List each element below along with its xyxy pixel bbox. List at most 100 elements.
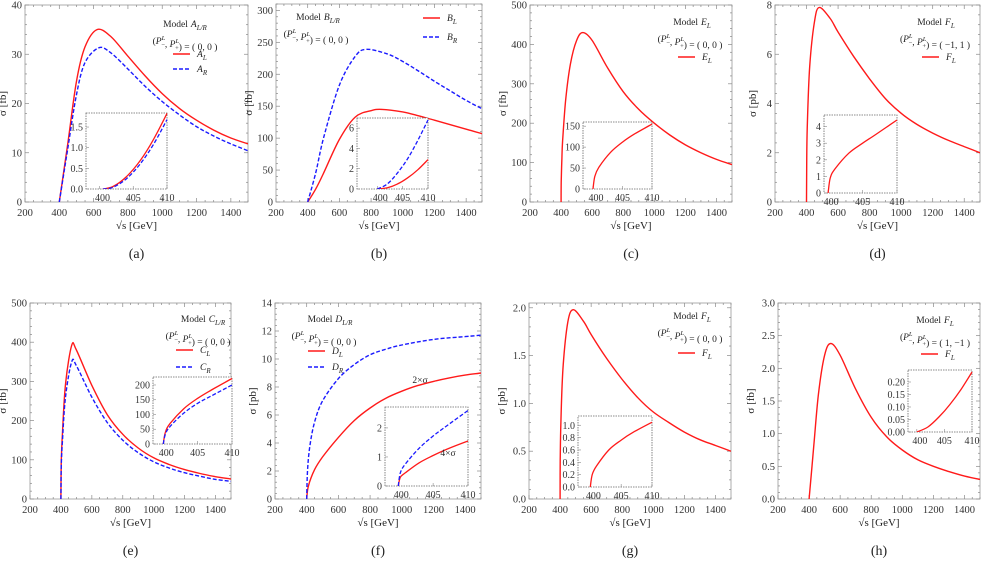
y-tick-label: 1.0 [513,399,526,410]
inset-y-tick-label: 0.5 [71,164,84,175]
math-subscript: L [706,316,711,324]
x-tick-label: 1200 [174,505,195,516]
y-tick-label: 300 [257,6,273,17]
polarization-part: , [296,33,301,43]
inset-series-group [102,113,168,189]
inset-series-group [377,119,429,189]
inset-y-tick-label: 1.0 [71,143,84,154]
x-tick-label: 400 [553,208,569,219]
math-symbol: A [196,65,203,75]
x-tick-label: 800 [120,208,136,219]
legend-entry-label: BL [447,14,457,26]
x-tick-label: 1400 [455,505,476,516]
y-tick-label: 250 [257,38,273,49]
inset-x-tick-label: 410 [965,436,980,447]
y-tick-label: 10 [12,148,23,159]
legend: Model FL(PL −, PL +) = ( 0, 0 )FL [658,312,723,361]
legend-title: Model [163,20,188,30]
y-tick-label: 8 [767,1,772,12]
polarization-part: , [178,335,183,345]
y-tick-label: 0.0 [513,495,526,506]
polarization-part: P [674,38,681,48]
inset-y-tick-label: 0.8 [563,433,576,444]
y-tick-label: 40 [12,1,23,12]
legend-title: Model [673,312,698,322]
polarization-part: − [909,40,913,47]
math-symbol: D [331,347,339,357]
series-group [60,341,231,499]
inset-y-tick-label: 0 [349,185,354,196]
series-line-C-R [60,358,231,499]
legend-polarization: (PL −, PL +) = ( 0, 0 ) [292,330,357,348]
inset-y-tick-label: 3 [816,139,821,150]
inset-y-tick-label: 100 [565,143,580,154]
math-symbol: C [200,363,207,373]
x-tick-label: 1000 [891,208,912,219]
inset-series-line-F-L [589,421,653,487]
inset-y-tick-label: 0 [377,482,382,493]
inset-x-tick-label: 405 [426,490,441,501]
inset-x-tick-label: 410 [421,193,436,204]
polarization-part: ) = ( 0, 0 ) [318,337,357,348]
x-tick-label: 1200 [922,208,943,219]
inset-x-tick-label: 410 [890,197,905,208]
x-axis-label: √s [GeV] [857,220,898,232]
math-symbol: F [700,312,707,322]
math-symbol: A [190,20,197,30]
inset-y-tick-label: 4 [816,122,821,133]
y-axis-label: σ [fb] [745,388,757,413]
polarization-part: L [305,31,310,38]
inset-x-tick-label: 400 [824,197,839,208]
math-subscript: L [338,351,343,359]
y-tick-label: 0.0 [762,495,775,506]
inset-frame [356,117,429,190]
x-tick-label: 600 [86,208,102,219]
x-tick-label: 400 [552,505,568,516]
polarization-part: ( [658,328,661,339]
polarization-part: ) = ( 0, 0 ) [684,40,723,51]
x-tick-label: 200 [268,208,284,219]
x-tick-label: 1200 [424,208,445,219]
y-tick-label: 12 [262,327,273,338]
polarization-part: , [912,38,917,48]
inset-y-tick-label: 0.00 [888,428,906,439]
inset-y-tick-label: 6 [349,124,354,135]
x-tick-label: 400 [300,208,316,219]
legend: Model FL(PL −, PL +) = ( 1, −1 )FL [900,316,970,362]
x-tick-label: 1400 [706,208,727,219]
legend-model-name: FL [700,312,711,324]
inset-series-line-C-R [162,384,233,444]
math-symbol: C [200,346,207,356]
polarization-part: ) = ( −1, 1 ) [926,40,970,51]
math-subscript: R [202,69,208,77]
polarization-part: L [174,38,179,45]
math-subscript: L [205,350,210,358]
inset-y-tick-label: 0 [575,185,580,196]
y-tick-label: 400 [11,338,27,349]
x-tick-label: 600 [84,505,100,516]
polarization-part: L [679,36,684,43]
polarization-part: L [679,330,684,337]
y-tick-label: 200 [511,119,527,130]
inset-y-tick-label: 2 [816,155,821,166]
polarization-part: P [168,332,175,342]
series-line-F-L [808,342,980,499]
y-tick-label: 50 [263,166,274,177]
polarization-part: ) = ( 0, 0 ) [179,42,218,53]
inset-x-tick-label: 405 [855,197,870,208]
x-tick-label: 400 [51,208,67,219]
y-tick-label: 500 [11,299,27,310]
polarization-part: L [187,333,192,340]
inset-plot: 400 405 410 0.0 0.20.4 0.60.81.0 [563,415,660,502]
polarization-part: , [670,38,675,48]
inset-y-tick-label: 0.2 [563,470,576,481]
y-tick-label: 4 [767,99,773,110]
x-axis-label: √s [GeV] [110,517,151,529]
inset-plot: 400 405 410 0.0 0.5 1.0 1.5 [71,112,175,204]
polarization-part: L [174,330,179,337]
polarization-part: − [161,42,165,49]
inset-x-tick-label: 405 [126,193,141,204]
chart-panel-h: 200 400 600 800 1000 1200 1400 0.0 0.5 1.0 1.5 2.0 2… [745,299,981,559]
x-tick-label: 800 [863,505,879,516]
